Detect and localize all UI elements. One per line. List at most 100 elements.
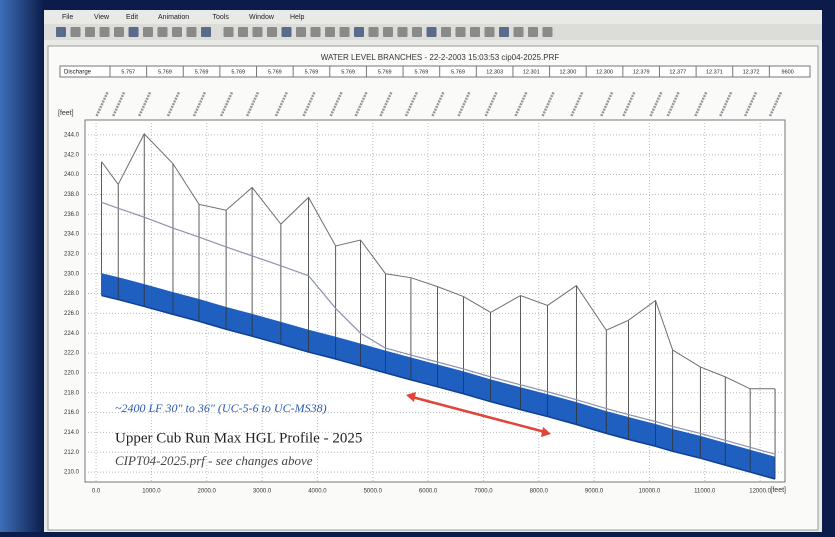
- toolbar-button[interactable]: [383, 27, 393, 37]
- y-tick-label: 226.0: [64, 311, 80, 317]
- toolbar-button[interactable]: [238, 27, 248, 37]
- toolbar-button[interactable]: [129, 27, 139, 37]
- y-tick-label: 230.0: [64, 271, 80, 277]
- toolbar-button[interactable]: [543, 27, 553, 37]
- toolbar-button[interactable]: [340, 27, 350, 37]
- x-tick-label: 5000.0: [364, 489, 383, 495]
- x-tick-label: 8000.0: [530, 489, 549, 495]
- discharge-value: 12.301: [523, 69, 540, 75]
- menu-item[interactable]: Edit: [126, 14, 138, 21]
- toolbar-button[interactable]: [85, 27, 95, 37]
- toolbar-button[interactable]: [158, 27, 168, 37]
- discharge-value: 5.769: [195, 69, 209, 75]
- toolbar-button[interactable]: [412, 27, 422, 37]
- discharge-value: 5.769: [378, 69, 392, 75]
- toolbar-button[interactable]: [354, 27, 364, 37]
- discharge-table: [60, 66, 810, 77]
- discharge-value: 5.769: [158, 69, 172, 75]
- x-tick-label: 3000.0: [253, 489, 272, 495]
- toolbar-button[interactable]: [253, 27, 263, 37]
- menu-item[interactable]: View: [94, 14, 110, 21]
- menu-item[interactable]: File: [62, 14, 73, 21]
- y-tick-label: 210.0: [64, 470, 80, 476]
- toolbar-button[interactable]: [470, 27, 480, 37]
- discharge-value: 5.757: [121, 69, 135, 75]
- toolbar-button[interactable]: [369, 27, 379, 37]
- discharge-value: 5.769: [451, 69, 465, 75]
- y-tick-label: 240.0: [64, 172, 80, 178]
- toolbar-button[interactable]: [528, 27, 538, 37]
- toolbar-button[interactable]: [456, 27, 466, 37]
- toolbar-button[interactable]: [499, 27, 509, 37]
- x-tick-label: 10000.0: [639, 489, 661, 495]
- x-tick-label: 9000.0: [585, 489, 604, 495]
- y-unit: [feet]: [58, 110, 74, 117]
- toolbar-button[interactable]: [100, 27, 110, 37]
- discharge-value: 5.769: [305, 69, 319, 75]
- y-tick-label: 220.0: [64, 370, 80, 376]
- toolbar-button[interactable]: [325, 27, 335, 37]
- x-tick-label: 0.0: [92, 489, 101, 495]
- discharge-value: 9600: [782, 69, 794, 75]
- x-tick-label: 11000.0: [694, 489, 716, 495]
- toolbar-button[interactable]: [172, 27, 182, 37]
- y-tick-label: 212.0: [64, 450, 80, 456]
- y-tick-label: 216.0: [64, 410, 80, 416]
- screen: File View Edit Animation Tools Window Help WAT…: [0, 0, 835, 532]
- discharge-label: Discharge: [64, 70, 92, 76]
- discharge-value: 5.769: [414, 69, 428, 75]
- toolbar-button[interactable]: [485, 27, 495, 37]
- toolbar-button[interactable]: [296, 27, 306, 37]
- toolbar-icons: [56, 27, 553, 37]
- toolbar-button[interactable]: [267, 27, 277, 37]
- side-strip: [0, 0, 44, 532]
- y-tick-label: 218.0: [64, 390, 80, 396]
- menu-item[interactable]: Help: [290, 14, 305, 21]
- toolbar-button[interactable]: [441, 27, 451, 37]
- toolbar-button[interactable]: [56, 27, 66, 37]
- y-tick-label: 242.0: [64, 152, 80, 158]
- discharge-value: 12.300: [596, 69, 613, 75]
- toolbar-button[interactable]: [71, 27, 81, 37]
- discharge-value: 12.377: [669, 69, 686, 75]
- x-tick-label: 7000.0: [474, 489, 493, 495]
- x-tick-label: 1000.0: [142, 489, 161, 495]
- x-tick-label: 6000.0: [419, 489, 438, 495]
- toolbar-button[interactable]: [398, 27, 408, 37]
- toolbar-button[interactable]: [427, 27, 437, 37]
- y-tick-label: 224.0: [64, 331, 80, 337]
- x-tick-label: 4000.0: [308, 489, 327, 495]
- y-tick-label: 214.0: [64, 430, 80, 436]
- toolbar-button[interactable]: [224, 27, 234, 37]
- y-tick-label: 228.0: [64, 291, 80, 297]
- y-tick-label: 236.0: [64, 212, 80, 218]
- discharge-value: 5.769: [341, 69, 355, 75]
- menu-item[interactable]: Window: [249, 14, 275, 21]
- discharge-value: 12.372: [743, 69, 760, 75]
- toolbar-button[interactable]: [282, 27, 292, 37]
- annotation: ~2400 LF 30" to 36" (UC-5-6 to UC-MS38): [115, 401, 327, 415]
- toolbar-button[interactable]: [114, 27, 124, 37]
- y-tick-label: 234.0: [64, 232, 80, 238]
- toolbar-button[interactable]: [311, 27, 321, 37]
- x-tick-label: 12000.0: [749, 489, 771, 495]
- discharge-value: 5.769: [231, 69, 245, 75]
- toolbar-button[interactable]: [143, 27, 153, 37]
- annotation: Upper Cub Run Max HGL Profile - 2025: [115, 430, 362, 446]
- toolbar-button[interactable]: [187, 27, 197, 37]
- x-tick-label: 2000.0: [198, 489, 217, 495]
- chart-title: WATER LEVEL BRANCHES - 22-2-2003 15:03:5…: [321, 53, 560, 62]
- page: File View Edit Animation Tools Window Help WAT…: [0, 0, 835, 532]
- discharge-row: Discharge 5.757 5.769 5.769 5.769 5.769 5.769 5…: [60, 66, 810, 77]
- y-tick-label: 232.0: [64, 251, 80, 257]
- discharge-value: 12.300: [559, 69, 576, 75]
- discharge-value: 12.303: [486, 69, 503, 75]
- menu-item[interactable]: Tools: [213, 14, 230, 21]
- annotation: CIPT04-2025.prf - see changes above: [115, 453, 313, 468]
- toolbar-button[interactable]: [514, 27, 524, 37]
- discharge-value: 12.371: [706, 69, 723, 75]
- y-tick-label: 244.0: [64, 132, 80, 138]
- discharge-value: 12.379: [633, 69, 650, 75]
- toolbar-button[interactable]: [201, 27, 211, 37]
- menu-item[interactable]: Animation: [158, 14, 189, 21]
